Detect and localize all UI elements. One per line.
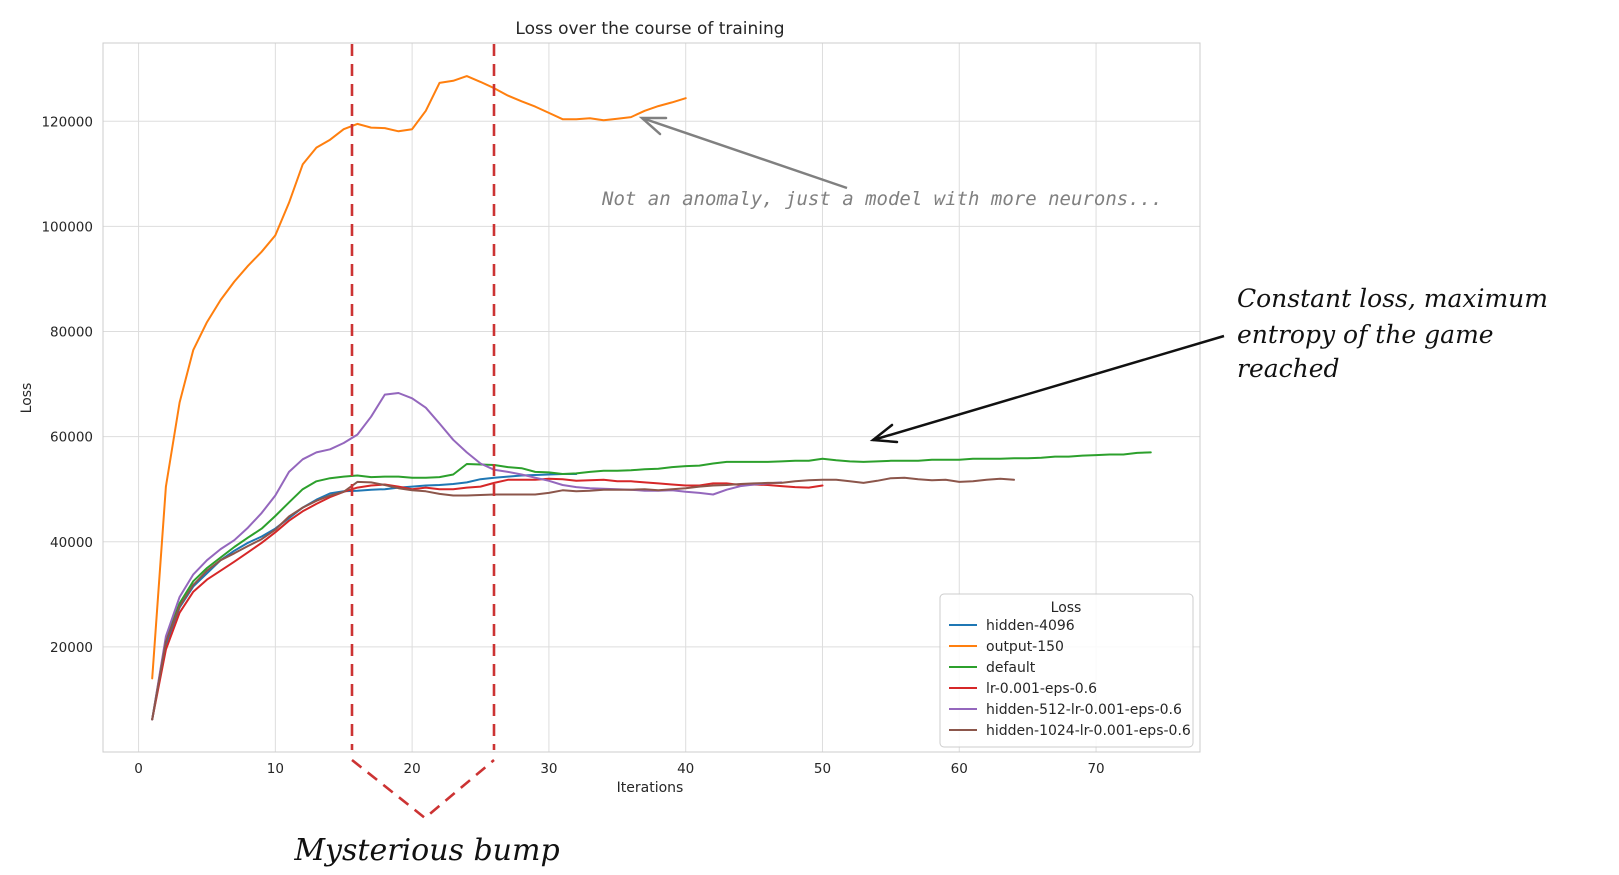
black-arrow-shaft — [872, 334, 1225, 442]
series-line-output-150 — [151, 75, 687, 680]
series-line-default — [151, 451, 1152, 721]
plot-frame — [102, 42, 1201, 753]
y-tick-labels: 20000 40000 60000 80000 100000 120000 — [41, 114, 93, 656]
legend: Loss hidden-4096 output-150 default lr-0.00… — [939, 593, 1194, 748]
legend-box — [939, 593, 1194, 748]
y-tick-label-4: 100000 — [41, 219, 93, 235]
constant-annotation-line-2: entropy of the game — [1237, 320, 1494, 349]
gray-arrow-head — [638, 116, 668, 136]
series-line-lr-0.001-eps-0.6 — [151, 477, 824, 721]
x-tick-label-7: 70 — [1087, 761, 1104, 777]
x-tick-label-2: 20 — [404, 761, 421, 777]
legend-label-hidden-1024-lr-0.001-eps-0.6: hidden-1024-lr-0.001-eps-0.6 — [986, 723, 1191, 739]
legend-label-hidden-512-lr-0.001-eps-0.6: hidden-512-lr-0.001-eps-0.6 — [986, 702, 1182, 718]
x-tick-label-6: 60 — [951, 761, 968, 777]
x-tick-label-3: 30 — [540, 761, 557, 777]
y-tick-label-1: 40000 — [50, 535, 93, 551]
series-lines — [151, 75, 1152, 721]
y-tick-label-2: 60000 — [50, 430, 93, 446]
legend-items: hidden-4096 output-150 default lr-0.001-eps… — [949, 618, 1191, 739]
y-tick-label-3: 80000 — [50, 325, 93, 341]
x-tick-label-4: 40 — [677, 761, 694, 777]
gray-arrow-shaft — [641, 116, 848, 190]
constant-annotation-line-3: reached — [1237, 354, 1340, 383]
x-tick-labels: 0 10 20 30 40 50 60 70 — [134, 761, 1104, 777]
bump-annotation: Mysterious bump — [293, 833, 559, 868]
series-line-hidden-512-lr-0.001-eps-0.6 — [151, 392, 783, 721]
y-tick-label-0: 20000 — [50, 640, 93, 656]
y-axis-label: Loss — [19, 383, 35, 414]
y-tick-label-5: 120000 — [41, 114, 93, 130]
legend-label-output-150: output-150 — [986, 639, 1064, 655]
legend-label-hidden-4096: hidden-4096 — [986, 618, 1075, 634]
black-arrow-head — [869, 423, 899, 444]
x-axis-label: Iterations — [617, 780, 684, 796]
x-tick-label-5: 50 — [814, 761, 831, 777]
x-tick-label-0: 0 — [134, 761, 143, 777]
bump-bracket — [351, 758, 495, 820]
series-line-hidden-1024-lr-0.001-eps-0.6 — [151, 476, 1015, 721]
constant-annotation-line-1: Constant loss, maximum — [1237, 284, 1548, 313]
legend-label-default: default — [986, 660, 1036, 676]
x-tick-label-1: 10 — [267, 761, 284, 777]
legend-title: Loss — [1051, 600, 1082, 616]
chart-title: Loss over the course of training — [515, 19, 784, 39]
legend-label-lr-0.001-eps-0.6: lr-0.001-eps-0.6 — [986, 681, 1097, 697]
gray-annotation: Not an anomaly, just a model with more n… — [601, 188, 1163, 210]
